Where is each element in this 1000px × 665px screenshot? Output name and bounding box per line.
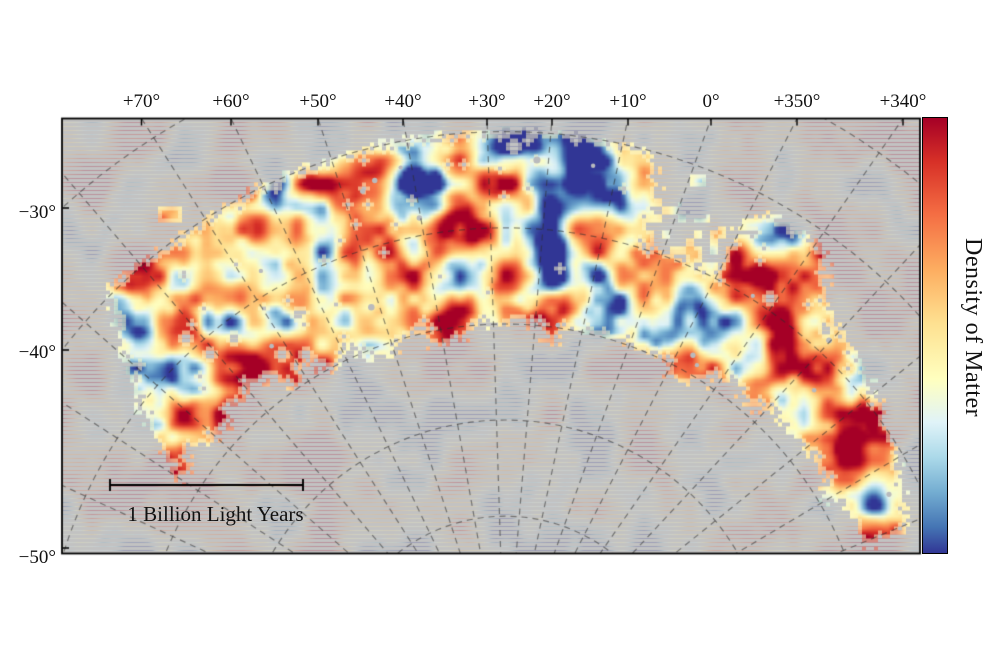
ra-tick-label: +50° — [299, 91, 337, 112]
dec-tick-label: −40° — [18, 342, 56, 363]
ra-tick-label: +30° — [468, 91, 506, 112]
colorbar-gradient — [921, 116, 949, 554]
ra-tick-label: +10° — [609, 91, 647, 112]
dec-tick-label: −30° — [18, 202, 56, 223]
scalebar-label: 1 Billion Light Years — [127, 502, 304, 526]
ra-tick-label: +60° — [212, 91, 250, 112]
ra-tick-label: +70° — [122, 91, 161, 112]
ra-tick-label: +350° — [773, 91, 821, 112]
ra-tick-label: +20° — [533, 91, 571, 112]
ra-tick-label: +40° — [384, 91, 422, 112]
ra-tick-label: 0° — [702, 91, 720, 112]
ra-tick-label: +340° — [879, 91, 927, 112]
colorbar-label: Density of Matter — [960, 238, 986, 418]
dec-tick-label: −50° — [18, 547, 56, 568]
